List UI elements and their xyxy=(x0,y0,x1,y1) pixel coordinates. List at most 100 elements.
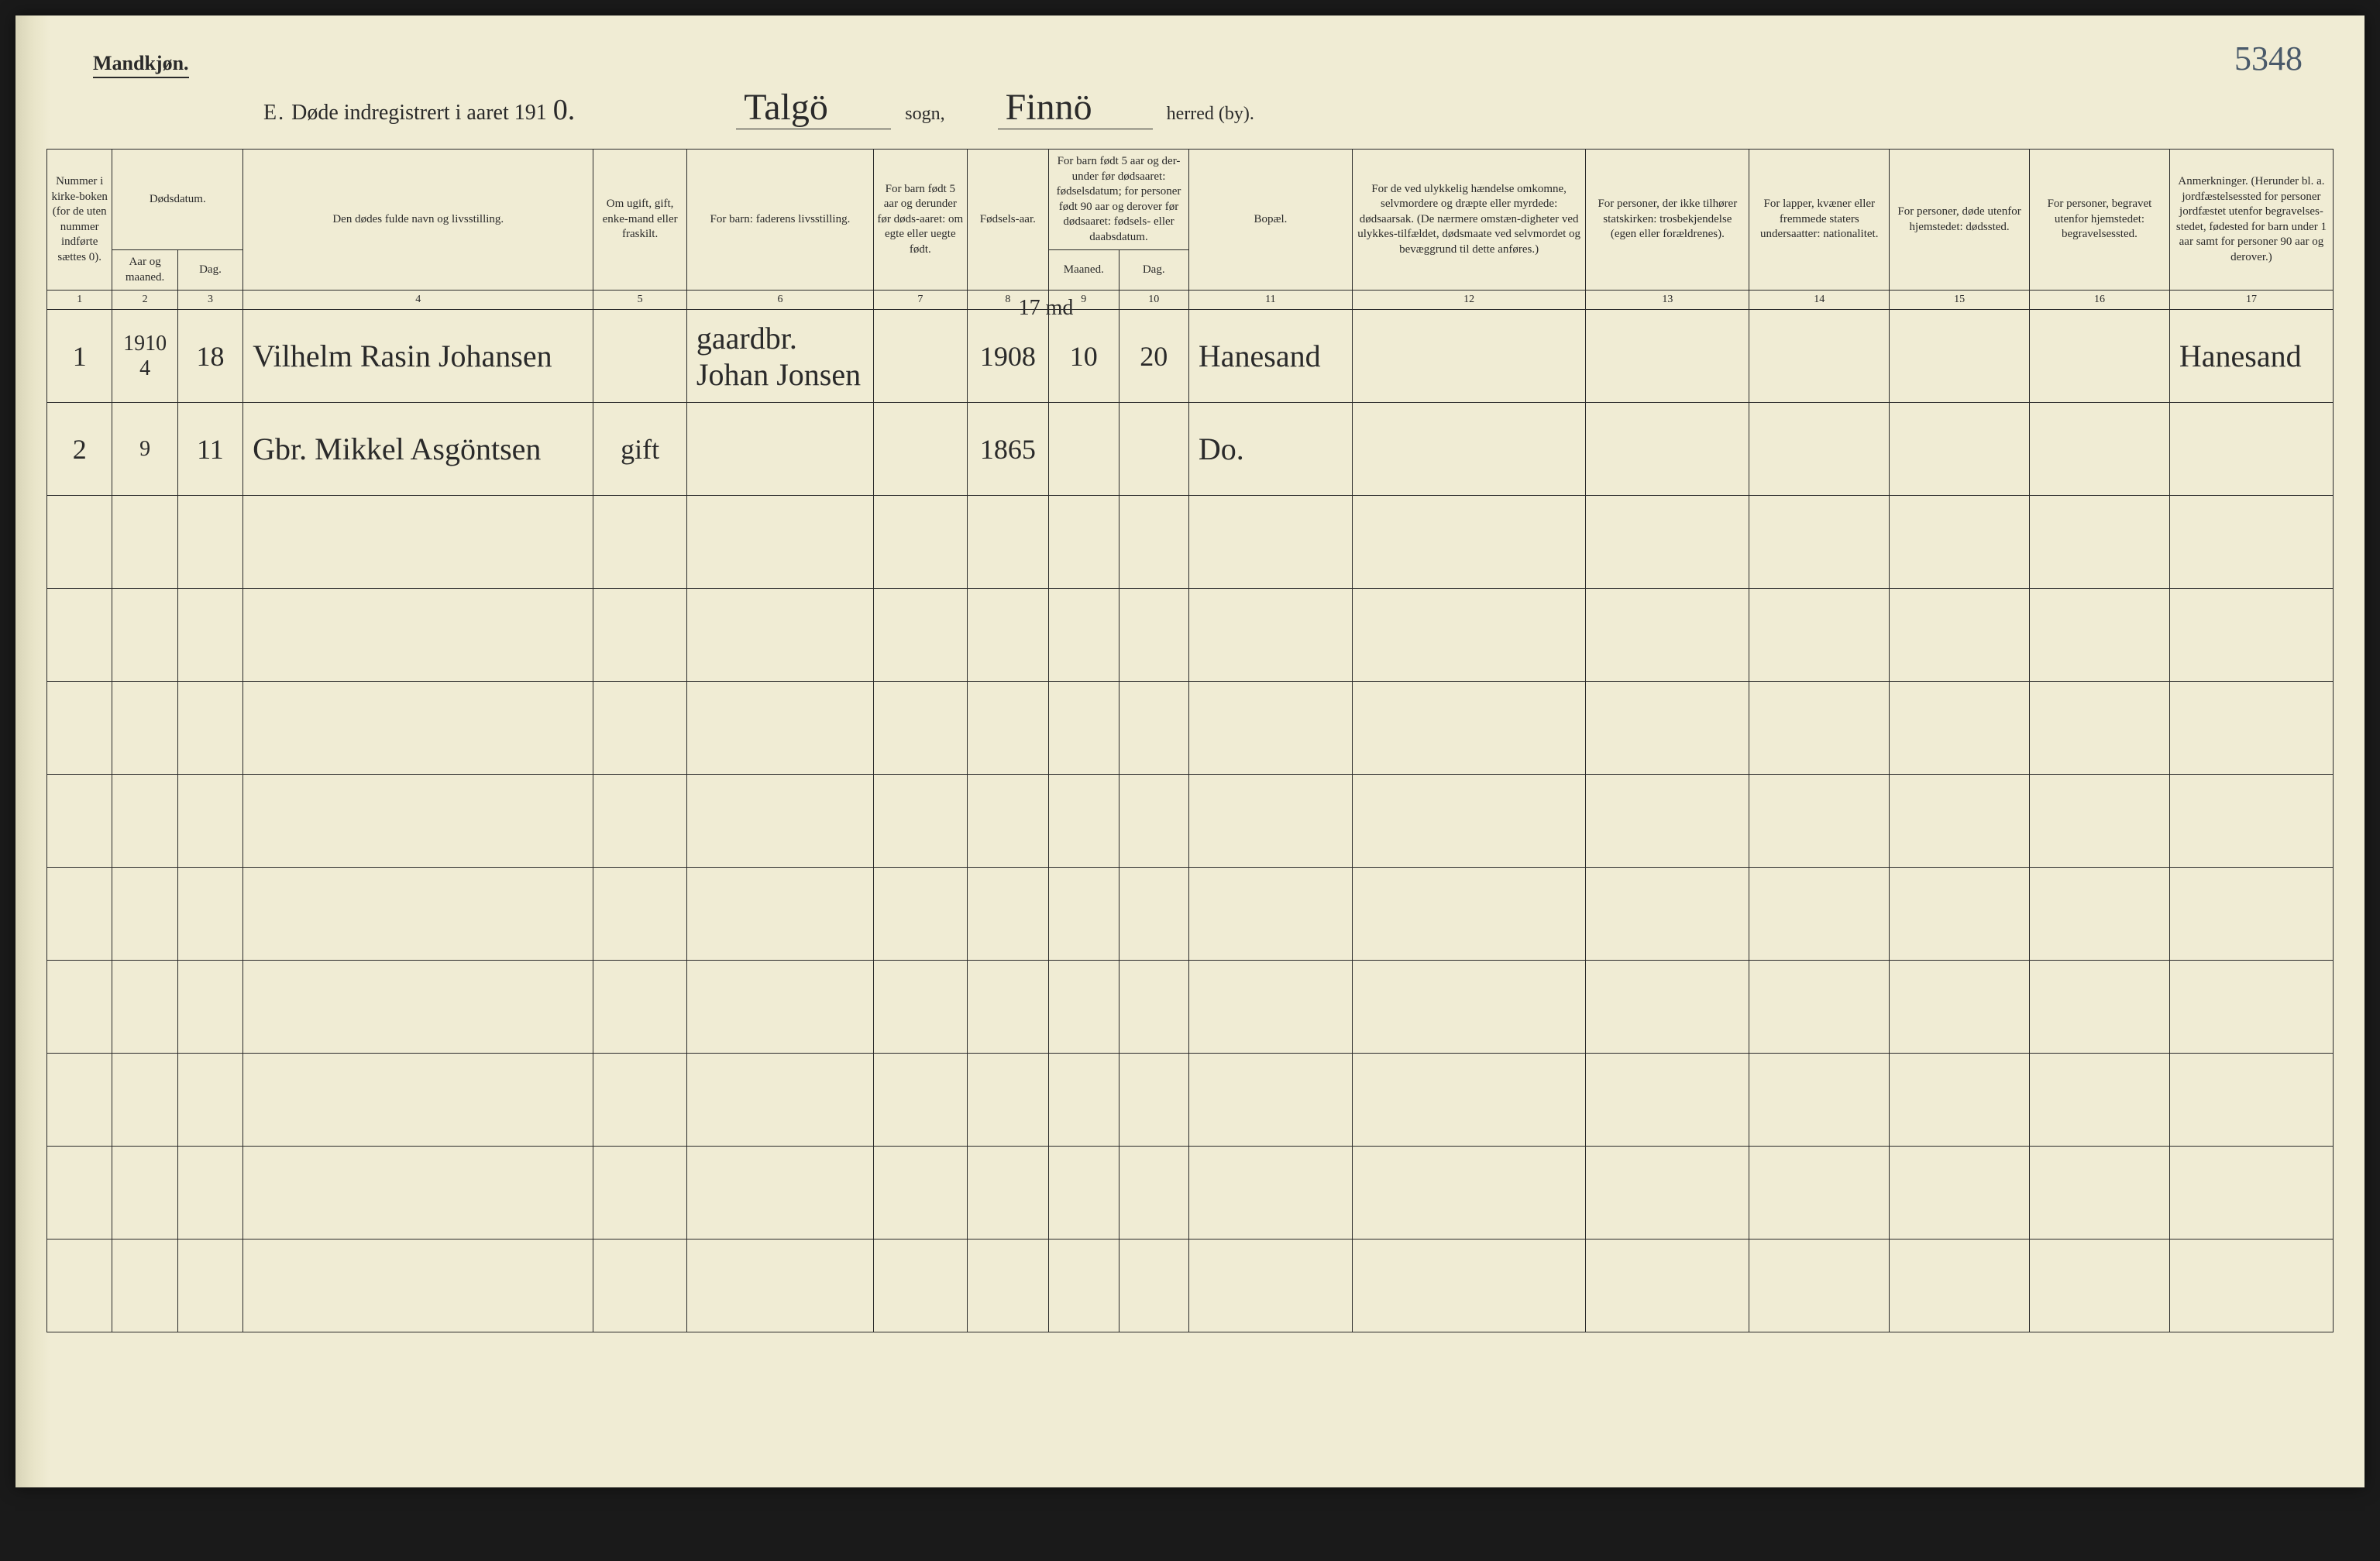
table-row xyxy=(47,589,2334,682)
cell-c15 xyxy=(1890,496,2030,589)
cell-navn xyxy=(243,868,593,961)
table-row xyxy=(47,496,2334,589)
cell-egte xyxy=(874,589,968,682)
cell-dag xyxy=(177,868,242,961)
colnum: 11 xyxy=(1188,291,1352,310)
cell-anm xyxy=(2169,589,2333,682)
cell-num: 1 xyxy=(47,310,112,403)
header-col6: For barn: faderens livsstilling. xyxy=(686,150,873,291)
cell-c15 xyxy=(1890,403,2030,496)
cell-aar xyxy=(112,775,177,868)
table-row xyxy=(47,1240,2334,1332)
cell-c15 xyxy=(1890,1054,2030,1147)
cell-dag xyxy=(177,1147,242,1240)
colnum: 10 xyxy=(1119,291,1188,310)
title-year: 0. xyxy=(553,93,576,127)
cell-anm xyxy=(2169,868,2333,961)
cell-fdag xyxy=(1119,1147,1188,1240)
cell-anm xyxy=(2169,682,2333,775)
cell-c13 xyxy=(1586,682,1749,775)
cell-anm xyxy=(2169,496,2333,589)
cell-faar xyxy=(967,1240,1049,1332)
title-text: Døde indregistrert i aaret 191 xyxy=(291,101,547,125)
cell-c16 xyxy=(2030,868,2170,961)
cell-far xyxy=(686,1054,873,1147)
cell-navn xyxy=(243,589,593,682)
cell-aar: 1910 4 xyxy=(112,310,177,403)
cell-c15 xyxy=(1890,1147,2030,1240)
cell-dag xyxy=(177,1054,242,1147)
cell-c13 xyxy=(1586,589,1749,682)
cell-bopael: Do. xyxy=(1188,403,1352,496)
cell-fdag xyxy=(1119,589,1188,682)
sogn-name: Talgö xyxy=(736,86,891,129)
colnum: 4 xyxy=(243,291,593,310)
cell-c15 xyxy=(1890,775,2030,868)
header-col1: Nummer i kirke-boken (for de uten nummer… xyxy=(47,150,112,291)
cell-c12 xyxy=(1352,868,1585,961)
cell-bopael xyxy=(1188,1240,1352,1332)
cell-c13 xyxy=(1586,403,1749,496)
cell-status xyxy=(593,775,687,868)
cell-num xyxy=(47,496,112,589)
cell-c14 xyxy=(1749,403,1890,496)
cell-c14 xyxy=(1749,775,1890,868)
cell-anm xyxy=(2169,403,2333,496)
table-row xyxy=(47,961,2334,1054)
cell-fmnd xyxy=(1049,1147,1119,1240)
cell-navn: Gbr. Mikkel Asgöntsen xyxy=(243,403,593,496)
register-page: Mandkjøn. 5348 E. Døde indregistrert i a… xyxy=(15,15,2365,1487)
cell-egte xyxy=(874,1147,968,1240)
cell-c16 xyxy=(2030,496,2170,589)
cell-fmnd xyxy=(1049,589,1119,682)
cell-fmnd xyxy=(1049,1054,1119,1147)
cell-c16 xyxy=(2030,589,2170,682)
header-dodsdatum: Dødsdatum. xyxy=(112,150,243,250)
cell-far: gaardbr. Johan Jonsen xyxy=(686,310,873,403)
cell-anm xyxy=(2169,1147,2333,1240)
cell-c12 xyxy=(1352,682,1585,775)
cell-bopael xyxy=(1188,868,1352,961)
table-row xyxy=(47,682,2334,775)
cell-fdag xyxy=(1119,868,1188,961)
colnum: 14 xyxy=(1749,291,1890,310)
cell-faar xyxy=(967,682,1049,775)
cell-c14 xyxy=(1749,868,1890,961)
cell-num xyxy=(47,775,112,868)
herred-name: Finnö xyxy=(998,86,1153,129)
cell-c12 xyxy=(1352,1147,1585,1240)
margin-note: 17 md xyxy=(1019,296,1074,321)
cell-fdag xyxy=(1119,961,1188,1054)
cell-c16 xyxy=(2030,403,2170,496)
cell-c15 xyxy=(1890,1240,2030,1332)
cell-status xyxy=(593,589,687,682)
cell-far xyxy=(686,868,873,961)
cell-aar xyxy=(112,868,177,961)
cell-c13 xyxy=(1586,1240,1749,1332)
cell-faar xyxy=(967,961,1049,1054)
cell-c16 xyxy=(2030,775,2170,868)
cell-num xyxy=(47,1240,112,1332)
gender-label: Mandkjøn. xyxy=(93,52,189,78)
header-col15: For personer, døde utenfor hjemstedet: d… xyxy=(1890,150,2030,291)
cell-anm: Hanesand xyxy=(2169,310,2333,403)
cell-num xyxy=(47,1147,112,1240)
cell-status xyxy=(593,961,687,1054)
cell-fmnd xyxy=(1049,403,1119,496)
cell-c15 xyxy=(1890,589,2030,682)
page-number: 5348 xyxy=(2234,39,2303,78)
cell-status xyxy=(593,310,687,403)
colnum: 13 xyxy=(1586,291,1749,310)
herred-label: herred (by). xyxy=(1167,104,1254,125)
cell-c12 xyxy=(1352,1054,1585,1147)
cell-c14 xyxy=(1749,589,1890,682)
colnum: 1 xyxy=(47,291,112,310)
header-col5: Om ugift, gift, enke-mand eller fraskilt… xyxy=(593,150,687,291)
cell-c13 xyxy=(1586,1054,1749,1147)
register-table: Nummer i kirke-boken (for de uten nummer… xyxy=(46,149,2334,1332)
cell-status xyxy=(593,868,687,961)
header-col2: Aar og maaned. xyxy=(112,250,177,291)
cell-c12 xyxy=(1352,589,1585,682)
cell-dag xyxy=(177,682,242,775)
cell-c14 xyxy=(1749,682,1890,775)
